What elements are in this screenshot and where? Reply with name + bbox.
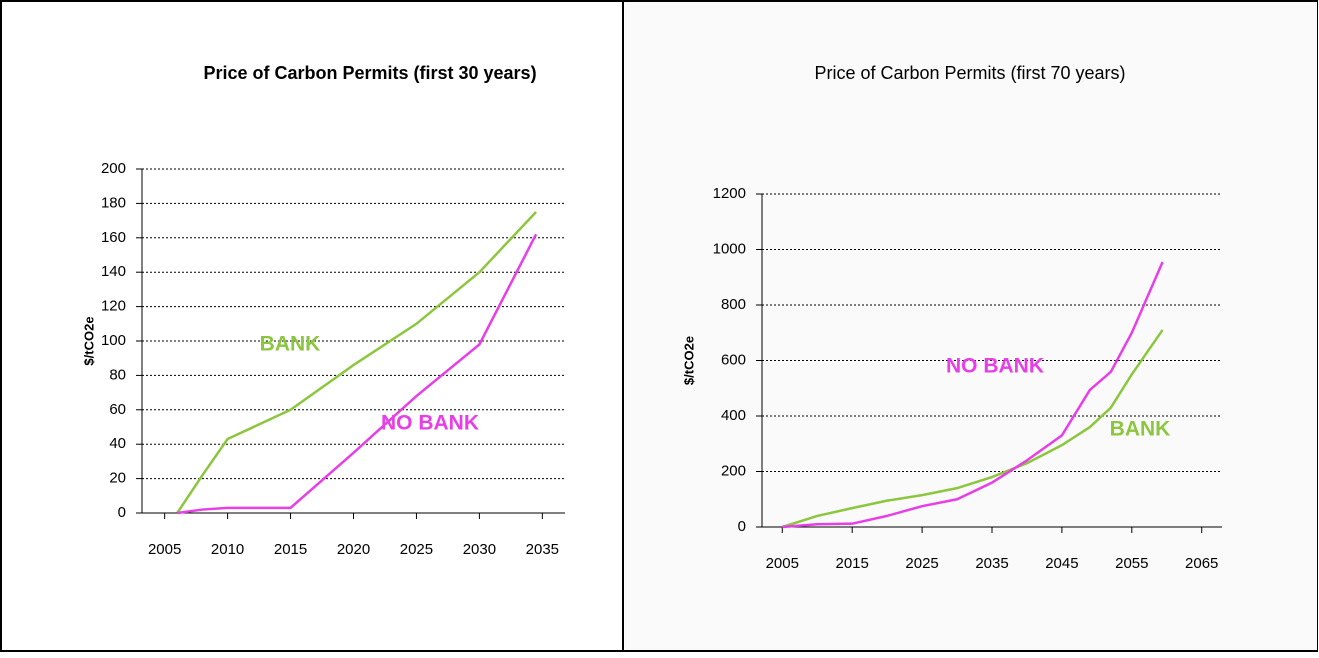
y-tick-label: 600 <box>721 351 746 368</box>
series-line <box>781 329 1164 529</box>
series-line <box>782 261 1164 529</box>
y-tick-label: 100 <box>101 332 126 349</box>
y-tick-label: 0 <box>738 518 746 535</box>
x-tick-label: 2015 <box>274 541 307 558</box>
y-tick-label: 200 <box>101 160 126 177</box>
series-line <box>177 233 538 515</box>
y-tick-label: 180 <box>101 194 126 211</box>
series-label: NO BANK <box>946 355 1044 378</box>
series-label: BANK <box>1110 418 1171 441</box>
x-tick-label: 2025 <box>905 555 938 572</box>
y-tick-label: 20 <box>109 470 126 487</box>
y-axis-label: $/tCO2e <box>81 316 96 365</box>
y-tick-label: 1000 <box>713 240 746 257</box>
y-tick-label: 200 <box>721 462 746 479</box>
x-tick-label: 2010 <box>211 541 244 558</box>
chart-title: Price of Carbon Permits (first 70 years) <box>814 63 1125 83</box>
chart-title: Price of Carbon Permits (first 30 years) <box>203 63 536 83</box>
x-tick-label: 2020 <box>337 541 370 558</box>
y-tick-label: 0 <box>118 504 126 521</box>
y-tick-label: 800 <box>721 296 746 313</box>
y-tick-label: 60 <box>109 401 126 418</box>
series-label: BANK <box>260 333 321 356</box>
y-tick-label: 120 <box>101 298 126 315</box>
x-tick-label: 2005 <box>148 541 181 558</box>
x-tick-label: 2025 <box>400 541 433 558</box>
y-tick-label: 160 <box>101 229 126 246</box>
x-tick-label: 2035 <box>975 555 1008 572</box>
y-tick-label: 140 <box>101 263 126 280</box>
x-tick-label: 2030 <box>463 541 496 558</box>
series-line <box>176 211 537 514</box>
y-axis-label: $/tCO2e <box>681 336 696 385</box>
x-tick-label: 2065 <box>1185 555 1218 572</box>
x-tick-label: 2005 <box>766 555 799 572</box>
x-tick-label: 2015 <box>835 555 868 572</box>
series-label: NO BANK <box>381 412 479 435</box>
x-tick-label: 2055 <box>1115 555 1148 572</box>
cell-background <box>625 2 1317 650</box>
y-tick-label: 40 <box>109 435 126 452</box>
y-tick-label: 1200 <box>713 185 746 202</box>
x-tick-label: 2045 <box>1045 555 1078 572</box>
y-tick-label: 80 <box>109 366 126 383</box>
y-tick-label: 400 <box>721 407 746 424</box>
x-tick-label: 2035 <box>526 541 559 558</box>
